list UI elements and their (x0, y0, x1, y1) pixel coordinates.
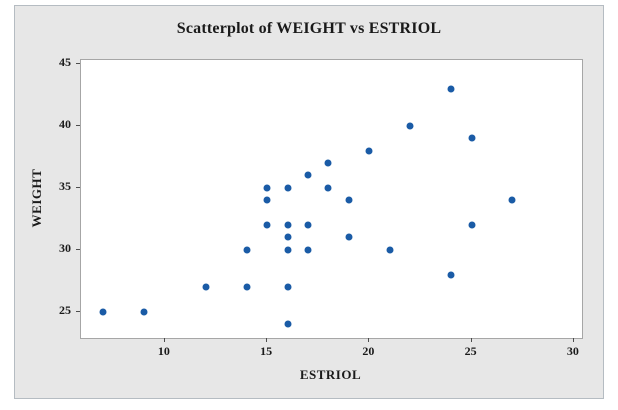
x-tick-mark (572, 338, 574, 342)
y-tick-mark (76, 124, 80, 126)
y-tick-mark (76, 62, 80, 64)
x-tick-label: 20 (362, 344, 375, 358)
data-point (284, 283, 292, 291)
data-point (140, 308, 148, 316)
data-point (508, 196, 516, 204)
y-tick-label: 30 (59, 240, 71, 255)
x-tick-mark (163, 338, 165, 342)
data-point (263, 221, 271, 229)
data-point (263, 196, 271, 204)
x-tick-mark (470, 338, 472, 342)
data-point (304, 171, 312, 179)
data-point (284, 184, 292, 192)
data-point (304, 221, 312, 229)
data-point (468, 134, 476, 142)
data-point (447, 271, 455, 279)
x-tick-mark (368, 338, 370, 342)
x-tick-label: 15 (260, 344, 273, 358)
x-tick-label: 30 (566, 344, 579, 358)
data-point (202, 283, 210, 291)
data-point (468, 221, 476, 229)
data-point (447, 85, 455, 93)
data-point (99, 308, 107, 316)
data-point (324, 184, 332, 192)
y-tick-mark (76, 310, 80, 312)
plot-area (80, 59, 583, 339)
data-point (243, 246, 251, 254)
y-tick-label: 40 (59, 116, 71, 131)
x-tick-mark (266, 338, 268, 342)
data-point (284, 221, 292, 229)
data-point (243, 283, 251, 291)
y-tick-mark (76, 248, 80, 250)
data-point (284, 246, 292, 254)
figure-panel: Scatterplot of WEIGHT vs ESTRIOL WEIGHT … (14, 5, 604, 399)
y-axis-title-text: WEIGHT (29, 168, 44, 228)
data-point (263, 184, 271, 192)
data-point (304, 246, 312, 254)
data-point (386, 246, 394, 254)
x-tick-label: 25 (464, 344, 477, 358)
y-tick-label: 45 (59, 54, 71, 69)
data-point (365, 147, 373, 155)
x-tick-label: 10 (157, 344, 170, 358)
data-point (406, 122, 414, 130)
data-point (284, 320, 292, 328)
chart-title: Scatterplot of WEIGHT vs ESTRIOL (176, 20, 442, 37)
data-point (345, 196, 353, 204)
y-tick-mark (76, 186, 80, 188)
y-tick-label: 35 (59, 178, 71, 193)
x-axis-title: ESTRIOL (299, 367, 362, 382)
y-tick-label: 25 (59, 302, 71, 317)
data-point (284, 233, 292, 241)
data-point (345, 233, 353, 241)
data-point (324, 159, 332, 167)
